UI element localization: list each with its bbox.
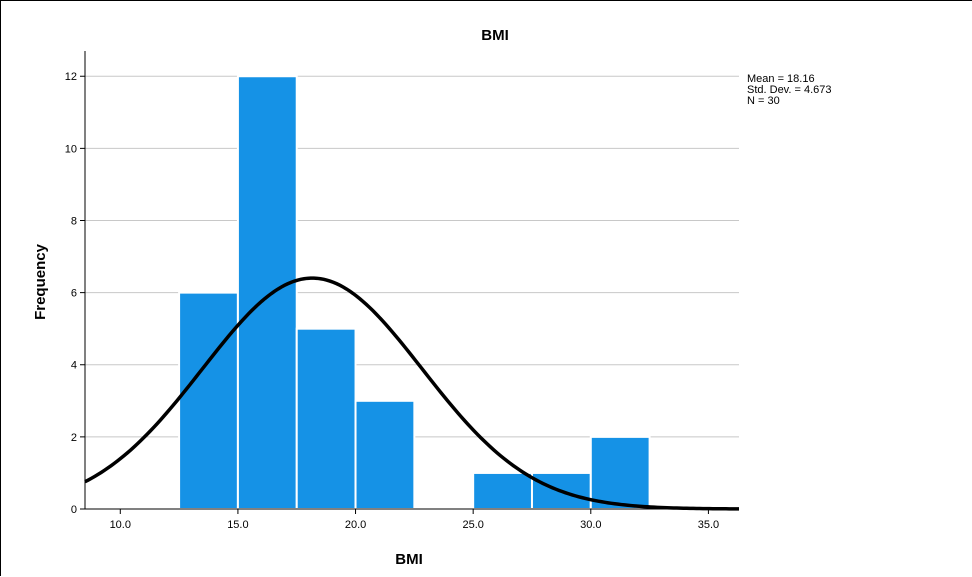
histogram-bar: [472, 471, 533, 511]
y-tick-label: 0: [71, 504, 77, 516]
y-tick-label: 12: [65, 71, 77, 83]
y-tick-label: 4: [71, 360, 77, 372]
axes: [84, 51, 739, 510]
histogram-bar: [354, 399, 416, 511]
x-tick-label: 30.0: [580, 519, 601, 531]
y-axis-label: Frequency: [32, 243, 49, 320]
x-axis-ticks: 10.0 15.0 20.0 25.0 30.0 35.0: [110, 509, 719, 531]
histogram-bars: [178, 75, 651, 511]
histogram-bar: [236, 75, 298, 511]
y-tick-label: 10: [65, 143, 77, 155]
chart-title: BMI: [481, 27, 509, 44]
x-tick-label: 25.0: [462, 519, 483, 531]
stats-line: Mean = 18.16: [747, 73, 815, 85]
x-axis-label: BMI: [395, 551, 423, 568]
stats-line: Std. Dev. = 4.673: [747, 84, 832, 96]
y-tick-label: 8: [71, 215, 77, 227]
x-tick-label: 20.0: [345, 519, 366, 531]
x-tick-label: 15.0: [227, 519, 248, 531]
stats-line: N = 30: [747, 95, 780, 107]
y-axis-ticks: 0 2 4 6 8 10 12: [65, 71, 85, 516]
normal-curve: [84, 276, 740, 511]
y-tick-label: 2: [71, 432, 77, 444]
x-tick-label: 35.0: [698, 519, 719, 531]
x-tick-label: 10.0: [110, 519, 131, 531]
histogram-bar: [295, 327, 357, 510]
y-tick-label: 6: [71, 288, 77, 300]
histogram-bar: [178, 291, 239, 510]
histogram-bar: [589, 435, 651, 511]
